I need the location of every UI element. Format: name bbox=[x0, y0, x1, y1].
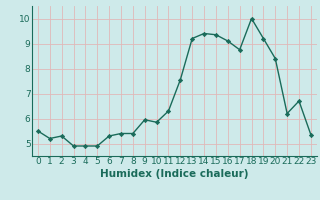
X-axis label: Humidex (Indice chaleur): Humidex (Indice chaleur) bbox=[100, 169, 249, 179]
